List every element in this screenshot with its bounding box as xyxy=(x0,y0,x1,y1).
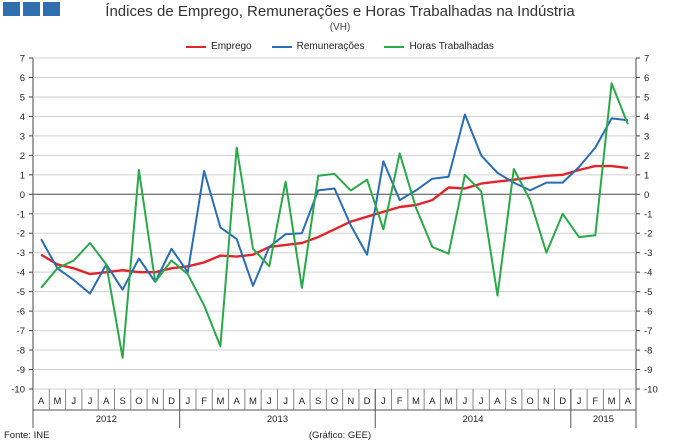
y-tick-label-right: 2 xyxy=(644,151,649,162)
x-tick-label: M xyxy=(412,396,420,407)
series-line-horas-trabalhadas xyxy=(40,82,629,359)
series-line-emprego xyxy=(40,164,629,276)
logo-square xyxy=(3,2,20,16)
x-tick-label: M xyxy=(216,396,224,407)
y-tick-label-right: -5 xyxy=(644,287,652,298)
x-tick-label: F xyxy=(397,396,403,407)
y-tick-label-right: 5 xyxy=(644,92,649,103)
y-tick-label-left: -4 xyxy=(17,268,25,279)
year-label: 2015 xyxy=(593,414,614,425)
x-tick-label: N xyxy=(347,396,354,407)
y-tick-label-right: -9 xyxy=(644,365,652,376)
x-tick-label: S xyxy=(511,396,517,407)
x-tick-label: F xyxy=(592,396,598,407)
y-tick-label-left: 4 xyxy=(20,112,25,123)
y-tick-label-left: -10 xyxy=(11,385,25,396)
y-tick-label-left: -6 xyxy=(17,307,25,318)
y-tick-label-left: -5 xyxy=(17,287,25,298)
y-tick-label-left: -1 xyxy=(17,209,25,220)
x-tick-label: O xyxy=(331,396,338,407)
legend-label-horas: Horas Trabalhadas xyxy=(409,41,494,52)
chart-subtitle: (VH) xyxy=(329,22,351,33)
y-tick-label-right: -10 xyxy=(644,385,658,396)
series-line-remuneracoes xyxy=(40,113,629,295)
y-tick-label-left: 7 xyxy=(20,54,25,65)
x-tick-label: J xyxy=(463,396,468,407)
y-tick-label-right: 0 xyxy=(644,190,649,201)
x-tick-label: A xyxy=(38,396,45,407)
x-tick-label: O xyxy=(135,396,142,407)
x-tick-label: J xyxy=(479,396,484,407)
y-tick-label-right: -3 xyxy=(644,248,652,259)
x-tick-label: D xyxy=(168,396,175,407)
legend-label-emprego: Emprego xyxy=(211,41,252,52)
x-tick-label: S xyxy=(119,396,125,407)
y-tick-label-left: 0 xyxy=(20,190,25,201)
legend-swatch-emprego xyxy=(186,45,207,48)
x-tick-label: A xyxy=(429,396,436,407)
y-tick-label-right: 7 xyxy=(644,54,649,65)
year-label: 2012 xyxy=(96,414,117,425)
x-tick-label: S xyxy=(315,396,321,407)
x-tick-label: J xyxy=(185,396,190,407)
y-tick-label-right: 3 xyxy=(644,131,649,142)
x-tick-label: A xyxy=(103,396,110,407)
y-tick-label-right: -8 xyxy=(644,346,652,357)
x-tick-label: A xyxy=(494,396,501,407)
year-label: 2014 xyxy=(462,414,483,425)
x-tick-label: N xyxy=(152,396,159,407)
x-tick-label: M xyxy=(53,396,61,407)
credit-note: (Gráfico: GEE) xyxy=(308,430,372,441)
y-tick-label-left: -7 xyxy=(17,326,25,337)
y-tick-label-right: 4 xyxy=(644,112,649,123)
y-tick-label-left: 5 xyxy=(20,92,25,103)
y-tick-label-left: 3 xyxy=(20,131,25,142)
logo-square xyxy=(43,2,60,16)
legend-swatch-remuneracoes xyxy=(271,45,292,48)
y-tick-label-left: -8 xyxy=(17,346,25,357)
x-tick-label: O xyxy=(526,396,533,407)
y-tick-label-right: -2 xyxy=(644,229,652,240)
x-tick-label: J xyxy=(71,396,76,407)
logo-squares xyxy=(3,2,60,16)
chart-legend: Emprego Remunerações Horas Trabalhadas xyxy=(0,41,680,52)
x-tick-label: M xyxy=(608,396,616,407)
x-tick-label: A xyxy=(299,396,306,407)
year-label: 2013 xyxy=(267,414,288,425)
legend-swatch-horas xyxy=(384,45,405,48)
legend-item-emprego: Emprego xyxy=(186,41,252,52)
x-tick-label: J xyxy=(577,396,582,407)
x-tick-label: M xyxy=(445,396,453,407)
legend-item-horas: Horas Trabalhadas xyxy=(384,41,494,52)
legend-label-remuneracoes: Remunerações xyxy=(296,41,365,52)
x-tick-label: M xyxy=(249,396,257,407)
y-tick-label-right: 6 xyxy=(644,73,649,84)
x-tick-label: D xyxy=(364,396,371,407)
x-tick-label: A xyxy=(625,396,632,407)
y-tick-label-left: 6 xyxy=(20,73,25,84)
y-tick-label-right: -7 xyxy=(644,326,652,337)
y-tick-label-left: -2 xyxy=(17,229,25,240)
x-tick-label: J xyxy=(381,396,386,407)
y-tick-label-right: -4 xyxy=(644,268,652,279)
logo-square xyxy=(23,2,40,16)
y-tick-label-right: -1 xyxy=(644,209,652,220)
x-tick-label: J xyxy=(267,396,272,407)
x-tick-label: F xyxy=(201,396,207,407)
y-tick-label-right: -6 xyxy=(644,307,652,318)
x-tick-label: J xyxy=(283,396,288,407)
x-tick-label: N xyxy=(543,396,550,407)
chart-title: Índices de Emprego, Remunerações e Horas… xyxy=(105,3,575,20)
x-tick-label: J xyxy=(88,396,93,407)
y-tick-label-left: -3 xyxy=(17,248,25,259)
y-tick-label-right: 1 xyxy=(644,170,649,181)
source-note: Fonte: INE xyxy=(4,430,50,441)
x-tick-label: D xyxy=(559,396,566,407)
legend-item-remuneracoes: Remunerações xyxy=(271,41,365,52)
y-tick-label-left: -9 xyxy=(17,365,25,376)
x-tick-label: A xyxy=(234,396,241,407)
y-tick-label-left: 2 xyxy=(20,151,25,162)
y-tick-label-left: 1 xyxy=(20,170,25,181)
